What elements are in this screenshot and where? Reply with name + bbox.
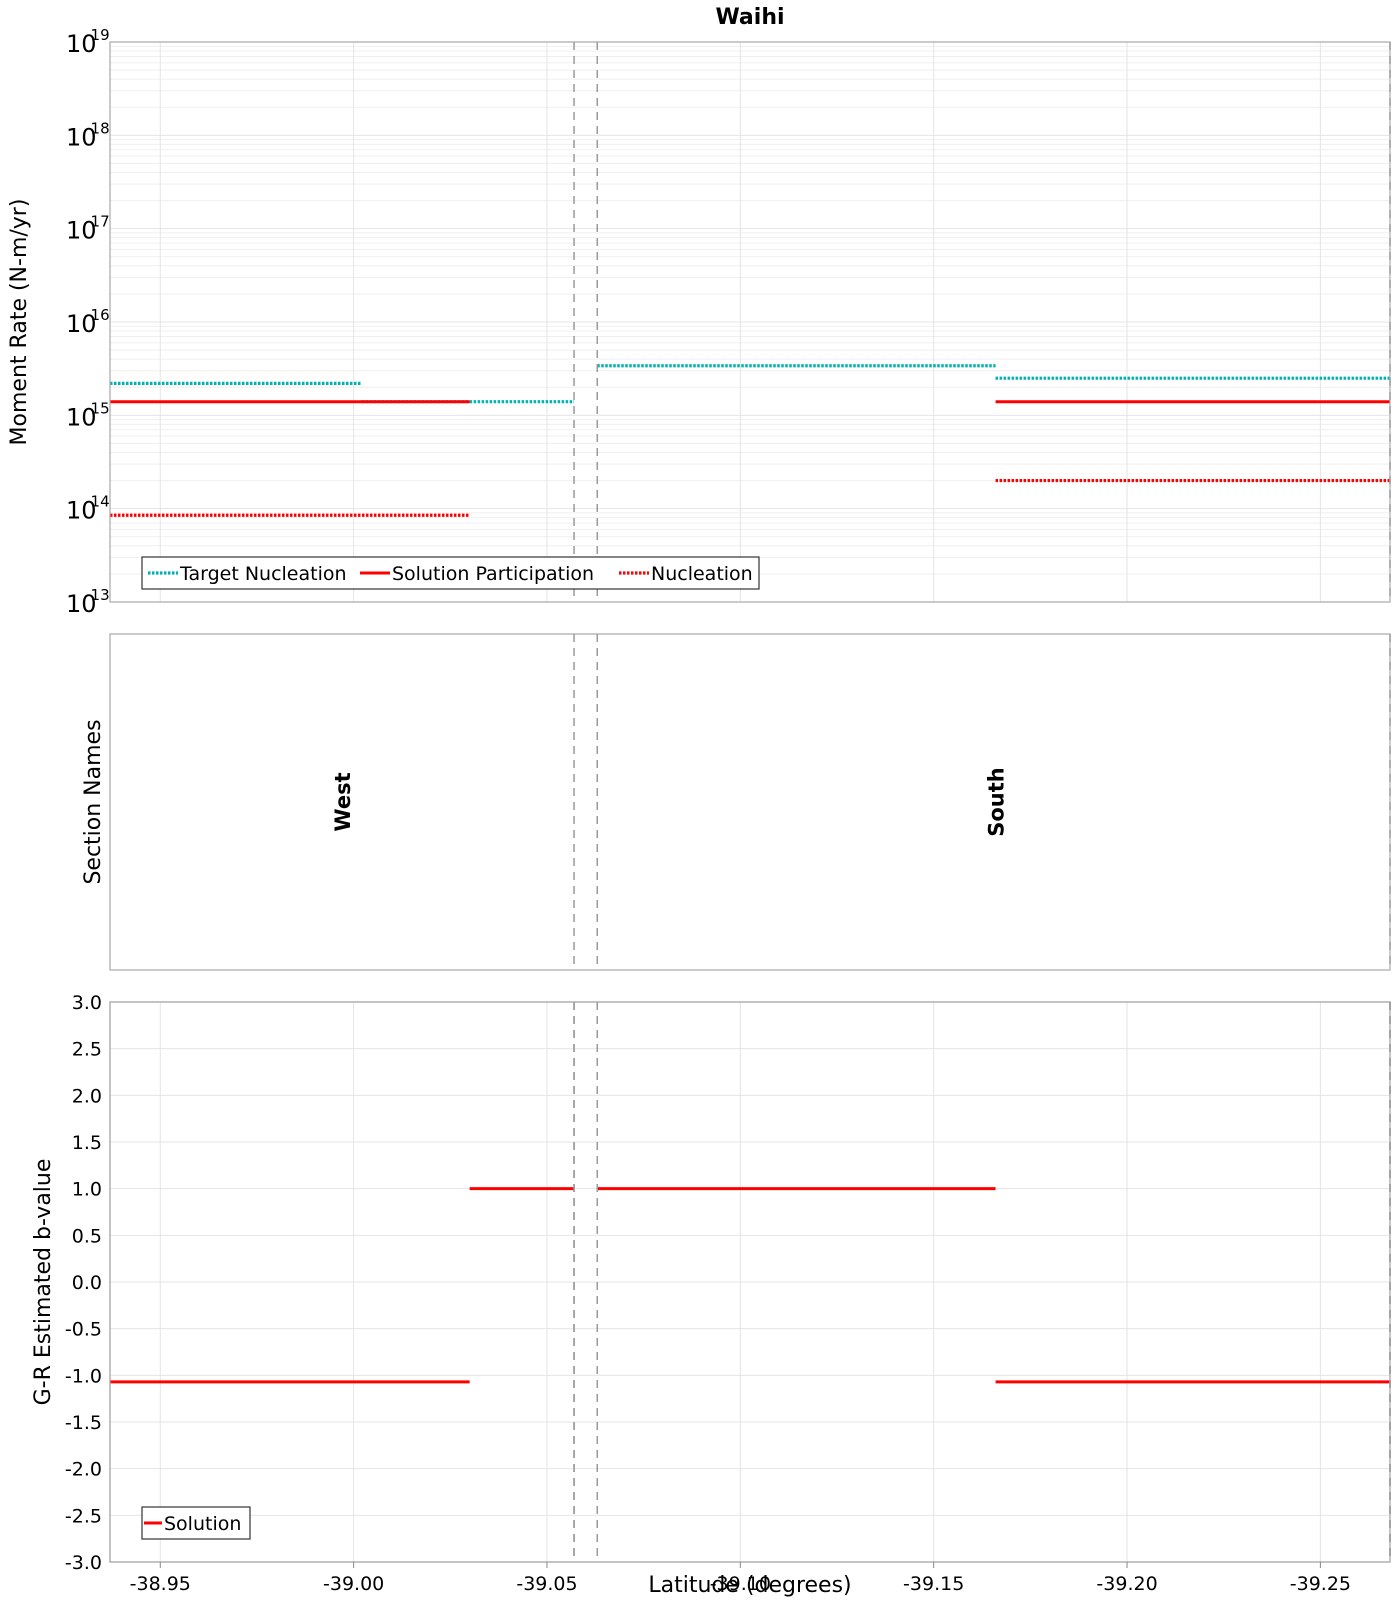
x-tick-label: -39.10 bbox=[710, 1573, 771, 1595]
y-tick-label: -1.5 bbox=[65, 1412, 102, 1434]
y-tick-label: 1015 bbox=[66, 399, 110, 431]
y-tick-label: 1014 bbox=[66, 493, 110, 525]
chart-title: Waihi bbox=[715, 5, 784, 30]
y-tick-exponent: 18 bbox=[91, 119, 110, 137]
x-tick-label: -39.00 bbox=[323, 1573, 384, 1595]
x-tick-label: -39.20 bbox=[1096, 1573, 1157, 1595]
y-tick-label: -3.0 bbox=[65, 1552, 102, 1574]
legend-label: Solution Participation bbox=[392, 563, 594, 585]
y-tick-label: 1016 bbox=[66, 306, 110, 338]
section-name-label: West bbox=[331, 772, 355, 831]
y-tick-label: 1019 bbox=[66, 26, 110, 58]
x-tick-label: -38.95 bbox=[130, 1573, 191, 1595]
x-tick-label: -39.15 bbox=[903, 1573, 964, 1595]
y-tick-label: 2.5 bbox=[72, 1039, 102, 1061]
y-tick-label: 2.0 bbox=[72, 1085, 102, 1107]
y-tick-label: 0.0 bbox=[72, 1272, 102, 1294]
y-tick-label: 1.0 bbox=[72, 1179, 102, 1201]
y-tick-exponent: 17 bbox=[91, 213, 110, 231]
y-tick-exponent: 14 bbox=[91, 493, 110, 511]
y-tick-label: 1.5 bbox=[72, 1132, 102, 1154]
section-name-label: South bbox=[985, 767, 1009, 837]
y-tick-exponent: 19 bbox=[91, 26, 110, 44]
y-tick-label: 1013 bbox=[66, 586, 110, 618]
x-axis-label: Latitude (degrees) bbox=[648, 1573, 851, 1598]
plot-frame bbox=[109, 633, 1391, 971]
legend: Target Nucleation Solution Participation N… bbox=[141, 556, 760, 590]
y-tick-base: 10 bbox=[66, 30, 97, 58]
x-tick-label: -39.25 bbox=[1290, 1573, 1351, 1595]
y-tick-base: 10 bbox=[66, 497, 97, 525]
y-tick-base: 10 bbox=[66, 310, 97, 338]
y-tick-label: -2.5 bbox=[65, 1505, 102, 1527]
legend-label: Solution bbox=[164, 1513, 241, 1535]
legend-box bbox=[141, 556, 760, 590]
y-tick-label: 1017 bbox=[66, 213, 110, 245]
legend-label: Target Nucleation bbox=[179, 563, 347, 585]
y-tick-base: 10 bbox=[66, 217, 97, 245]
y-axis-label: G-R Estimated b-value bbox=[31, 1159, 56, 1406]
y-tick-label: 1018 bbox=[66, 119, 110, 151]
y-tick-label: 0.5 bbox=[72, 1225, 102, 1247]
y-tick-label: 3.0 bbox=[72, 992, 102, 1014]
legend-label: Nucleation bbox=[651, 563, 753, 585]
y-tick-exponent: 13 bbox=[91, 586, 110, 604]
y-tick-base: 10 bbox=[66, 590, 97, 618]
y-axis-label: Section Names bbox=[81, 719, 106, 884]
y-tick-label: -2.0 bbox=[65, 1459, 102, 1481]
y-tick-label: -1.0 bbox=[65, 1365, 102, 1387]
y-axis-label: Moment Rate (N-m/yr) bbox=[7, 199, 32, 446]
legend: Solution bbox=[141, 1506, 251, 1540]
y-tick-base: 10 bbox=[66, 403, 97, 431]
y-tick-exponent: 16 bbox=[91, 306, 110, 324]
x-tick-label: -39.05 bbox=[516, 1573, 577, 1595]
y-tick-label: -0.5 bbox=[65, 1319, 102, 1341]
y-tick-exponent: 15 bbox=[91, 399, 110, 417]
y-tick-base: 10 bbox=[66, 123, 97, 151]
